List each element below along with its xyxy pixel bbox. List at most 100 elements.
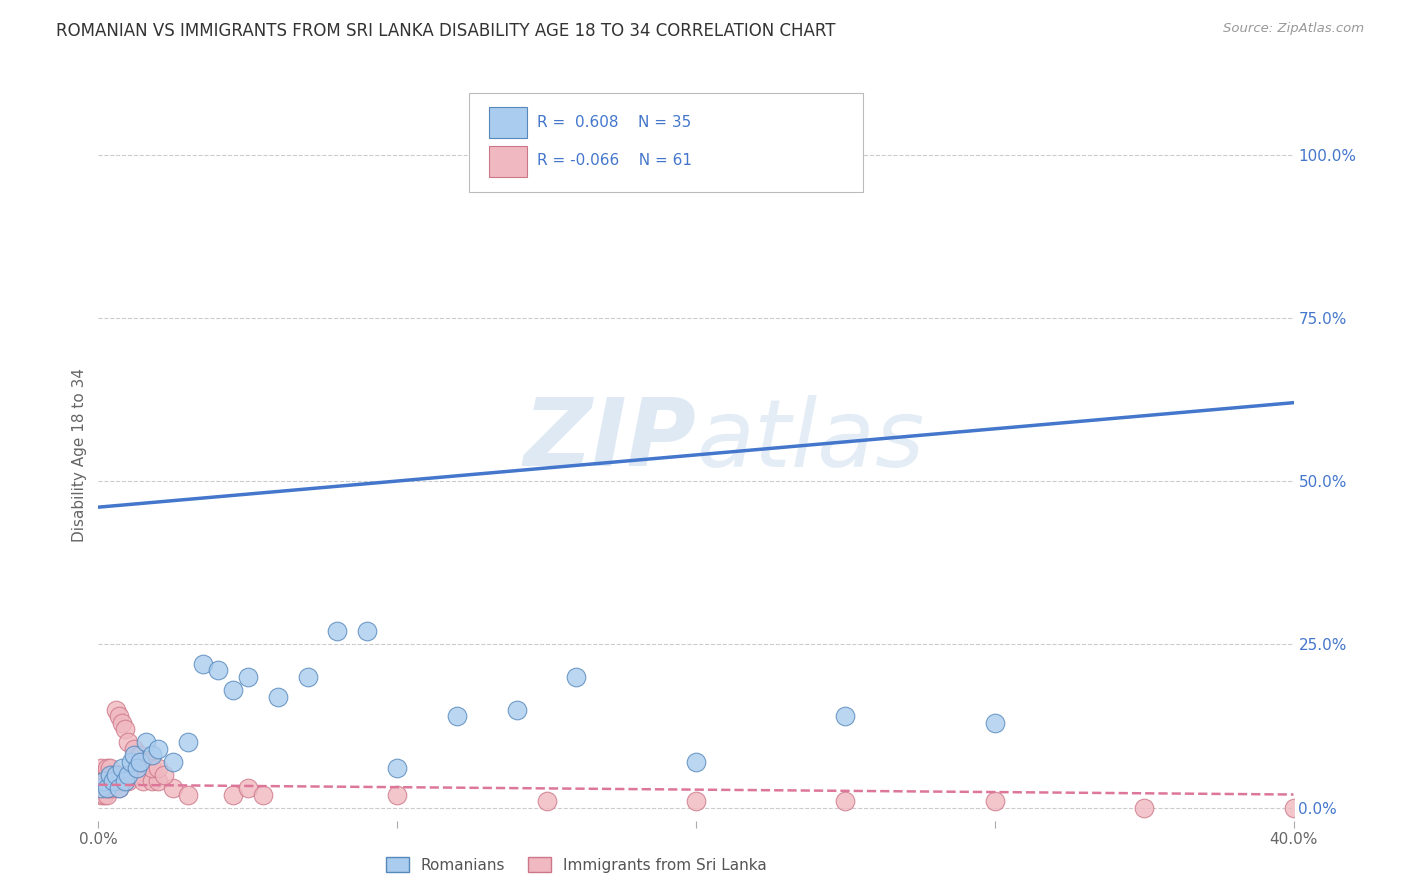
Point xyxy=(129,748,152,763)
Point xyxy=(96,788,118,802)
Point xyxy=(1282,800,1305,814)
Point xyxy=(222,788,245,802)
Text: R =  0.608    N = 35: R = 0.608 N = 35 xyxy=(537,114,692,129)
Point xyxy=(135,735,157,749)
Text: atlas: atlas xyxy=(696,395,924,486)
Point xyxy=(124,741,146,756)
Point xyxy=(100,768,122,782)
Point xyxy=(385,788,409,802)
FancyBboxPatch shape xyxy=(470,93,863,192)
Point xyxy=(114,774,136,789)
Point xyxy=(685,755,707,769)
Point xyxy=(100,774,122,789)
Point xyxy=(565,670,588,684)
Legend: Romanians, Immigrants from Sri Lanka: Romanians, Immigrants from Sri Lanka xyxy=(380,851,773,879)
Point xyxy=(177,788,200,802)
Point xyxy=(96,761,118,775)
Point xyxy=(129,755,152,769)
Point xyxy=(100,768,122,782)
Point xyxy=(90,780,112,795)
Y-axis label: Disability Age 18 to 34: Disability Age 18 to 34 xyxy=(72,368,87,542)
Point xyxy=(90,780,112,795)
Point xyxy=(96,780,118,795)
Point xyxy=(96,780,118,795)
Point xyxy=(117,735,139,749)
Point xyxy=(93,774,115,789)
Point xyxy=(103,774,125,789)
Point xyxy=(120,768,142,782)
Point xyxy=(105,774,128,789)
Point xyxy=(236,780,259,795)
Point xyxy=(177,735,200,749)
Point xyxy=(153,768,176,782)
Point xyxy=(105,768,128,782)
Point xyxy=(90,768,112,782)
Point xyxy=(108,768,131,782)
Point xyxy=(207,664,229,678)
Point xyxy=(834,709,856,723)
Point xyxy=(100,780,122,795)
Point xyxy=(1133,800,1156,814)
Point xyxy=(103,780,125,795)
Point xyxy=(93,768,115,782)
Point xyxy=(103,774,125,789)
Point xyxy=(117,768,139,782)
Point xyxy=(114,768,136,782)
Point xyxy=(222,683,245,698)
Point xyxy=(148,761,170,775)
Point xyxy=(90,774,112,789)
Point xyxy=(90,761,112,775)
Point xyxy=(100,761,122,775)
Point xyxy=(108,709,131,723)
Point xyxy=(93,780,115,795)
Point xyxy=(252,788,274,802)
Text: R = -0.066    N = 61: R = -0.066 N = 61 xyxy=(537,153,692,169)
Point xyxy=(90,780,112,795)
Point xyxy=(127,761,149,775)
Point xyxy=(93,788,115,802)
Point xyxy=(90,788,112,802)
Bar xyxy=(489,146,527,177)
Point xyxy=(105,703,128,717)
Point xyxy=(108,780,131,795)
Point xyxy=(148,741,170,756)
Point xyxy=(148,774,170,789)
Bar xyxy=(489,108,527,138)
Point xyxy=(93,774,115,789)
Point xyxy=(111,761,134,775)
Point xyxy=(685,794,707,808)
Point xyxy=(90,768,112,782)
Point xyxy=(236,670,259,684)
Point xyxy=(162,755,184,769)
Point xyxy=(984,715,1007,730)
Point xyxy=(96,774,118,789)
Point xyxy=(132,774,155,789)
Point xyxy=(124,768,146,782)
Point xyxy=(984,794,1007,808)
Point xyxy=(141,748,163,763)
Point xyxy=(191,657,214,671)
Point xyxy=(135,755,157,769)
Point xyxy=(326,624,349,639)
Point xyxy=(111,774,134,789)
Point xyxy=(506,703,529,717)
Point xyxy=(124,748,146,763)
Point xyxy=(111,715,134,730)
Point xyxy=(96,768,118,782)
Point xyxy=(141,761,163,775)
Text: ROMANIAN VS IMMIGRANTS FROM SRI LANKA DISABILITY AGE 18 TO 34 CORRELATION CHART: ROMANIAN VS IMMIGRANTS FROM SRI LANKA DI… xyxy=(56,22,835,40)
Text: ZIP: ZIP xyxy=(523,394,696,486)
Point xyxy=(105,768,128,782)
Point xyxy=(297,670,319,684)
Text: Source: ZipAtlas.com: Source: ZipAtlas.com xyxy=(1223,22,1364,36)
Point xyxy=(103,768,125,782)
Point xyxy=(117,774,139,789)
Point xyxy=(90,774,112,789)
Point xyxy=(114,723,136,737)
Point xyxy=(93,774,115,789)
Point xyxy=(446,709,468,723)
Point xyxy=(120,755,142,769)
Point xyxy=(536,794,558,808)
Point xyxy=(93,780,115,795)
Point xyxy=(108,780,131,795)
